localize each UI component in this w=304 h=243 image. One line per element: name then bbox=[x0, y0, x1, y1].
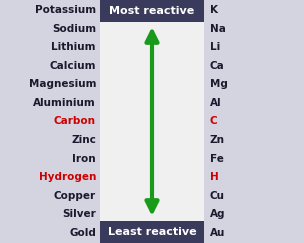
Text: Magnesium: Magnesium bbox=[29, 79, 96, 89]
Text: Ca: Ca bbox=[210, 61, 225, 71]
Text: Copper: Copper bbox=[54, 191, 96, 201]
Text: Silver: Silver bbox=[62, 209, 96, 219]
Text: Calcium: Calcium bbox=[50, 61, 96, 71]
Text: Na: Na bbox=[210, 24, 226, 34]
Text: K: K bbox=[210, 5, 218, 15]
Text: Mg: Mg bbox=[210, 79, 228, 89]
Text: Zinc: Zinc bbox=[71, 135, 96, 145]
Text: Lithium: Lithium bbox=[51, 42, 96, 52]
Text: Gold: Gold bbox=[69, 228, 96, 238]
Text: Zn: Zn bbox=[210, 135, 225, 145]
Bar bbox=[100, 0, 204, 22]
Text: Sodium: Sodium bbox=[52, 24, 96, 34]
Text: Ag: Ag bbox=[210, 209, 226, 219]
Text: C: C bbox=[210, 116, 218, 127]
Bar bbox=[100, 221, 204, 243]
Text: Carbon: Carbon bbox=[54, 116, 96, 127]
Text: Au: Au bbox=[210, 228, 225, 238]
Bar bbox=[0, 0, 100, 243]
Text: H: H bbox=[210, 172, 219, 182]
Text: Potassium: Potassium bbox=[35, 5, 96, 15]
Text: Iron: Iron bbox=[72, 154, 96, 164]
Text: Al: Al bbox=[210, 98, 222, 108]
Text: Li: Li bbox=[210, 42, 220, 52]
Text: Hydrogen: Hydrogen bbox=[39, 172, 96, 182]
Text: Cu: Cu bbox=[210, 191, 225, 201]
Text: Least reactive: Least reactive bbox=[108, 227, 196, 237]
Bar bbox=[204, 0, 304, 243]
Text: Most reactive: Most reactive bbox=[109, 6, 195, 16]
Text: Fe: Fe bbox=[210, 154, 224, 164]
Text: Aluminium: Aluminium bbox=[33, 98, 96, 108]
